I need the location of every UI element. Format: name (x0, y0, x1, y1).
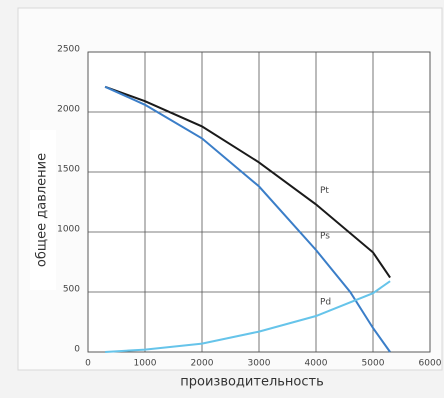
x-axis-label: производительность (180, 375, 324, 390)
x-tick-label: 4000 (305, 359, 328, 369)
x-tick-label: 0 (85, 359, 91, 369)
y-axis-label: общее давление (35, 153, 50, 267)
series-label: Pd (320, 298, 331, 308)
x-tick-label: 2000 (191, 359, 214, 369)
x-tick-label: 1000 (134, 359, 157, 369)
x-tick-label: 3000 (248, 359, 271, 369)
x-tick-label: 5000 (362, 359, 385, 369)
y-tick-label: 2500 (57, 45, 80, 55)
series-label: Pt (320, 186, 329, 196)
y-tick-label: 500 (63, 285, 80, 295)
series-label: Ps (320, 232, 330, 242)
series-line (105, 280, 391, 353)
label-panel (30, 130, 56, 290)
y-tick-label: 0 (74, 345, 80, 355)
y-tick-label: 1000 (57, 225, 80, 235)
x-tick-label: 6000 (419, 359, 442, 369)
series-line (104, 85, 391, 279)
y-tick-label: 2000 (57, 105, 80, 115)
series-line (104, 85, 391, 353)
y-tick-label: 1500 (57, 165, 80, 175)
